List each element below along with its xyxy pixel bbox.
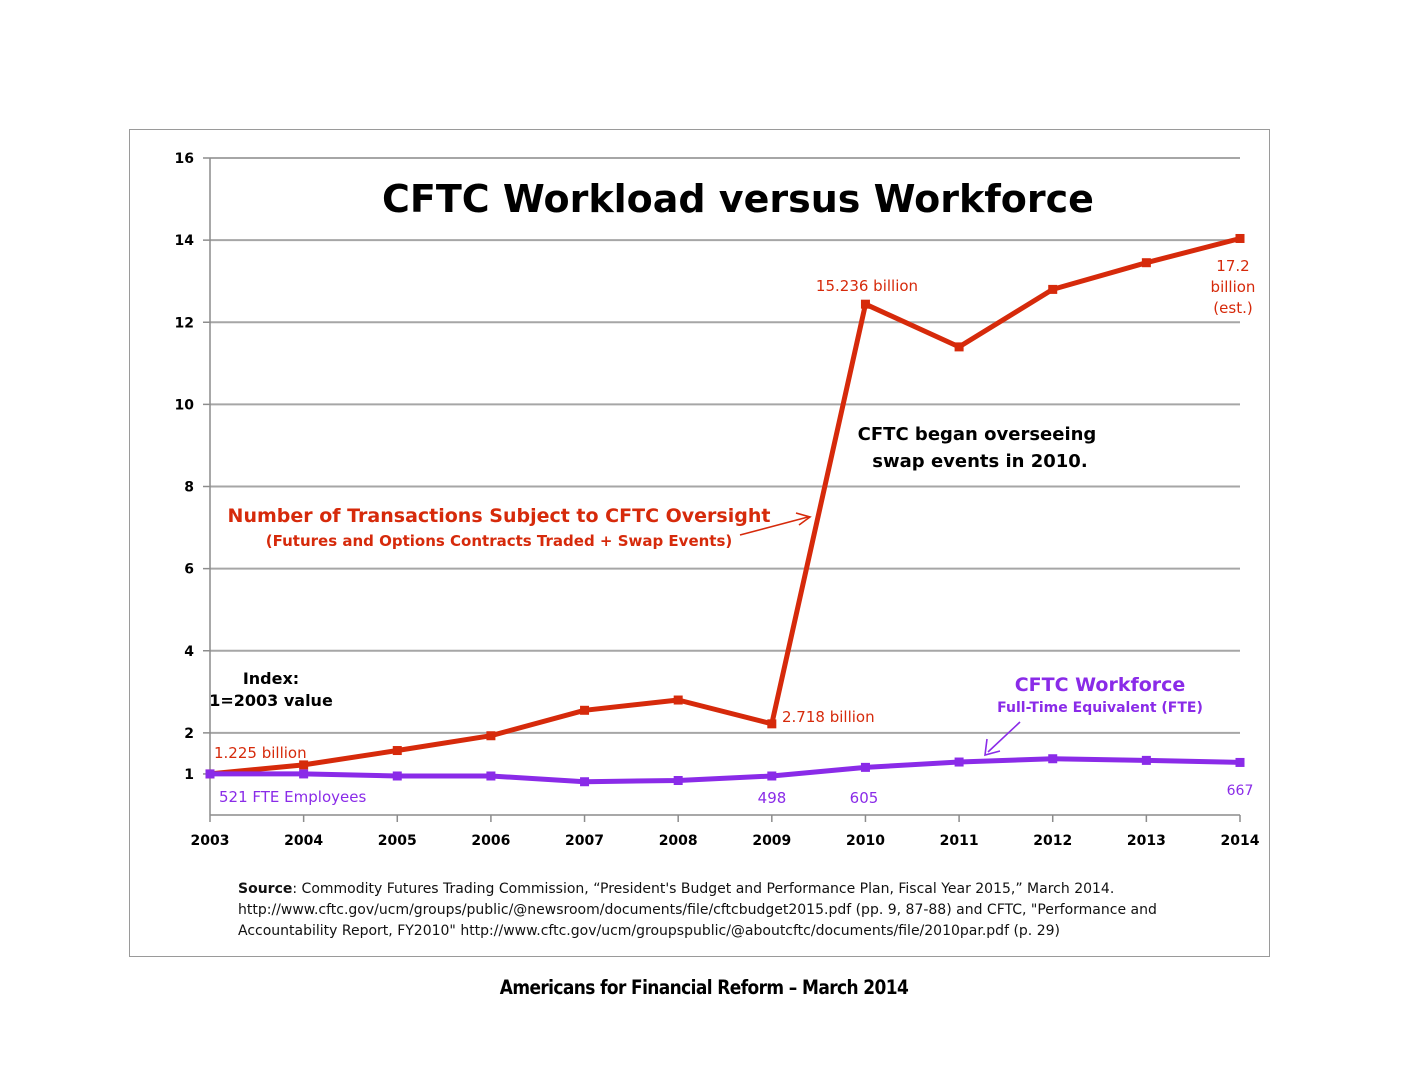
red-label-2014-line2: billion [1211,278,1256,296]
series-1-point-2004 [299,769,309,779]
series-1-point-2011 [954,757,964,767]
series-0-point-2007 [580,705,590,715]
x-tick-label-2009: 2009 [752,833,791,849]
chart-frame [129,129,1270,957]
series-1-point-2003 [205,769,215,779]
series-0-point-2014 [1235,233,1245,243]
y-tick-label-14: 14 [175,233,195,249]
y-tick-label-6: 6 [184,562,194,578]
red-series-name: Number of Transactions Subject to CFTC O… [228,505,771,527]
y-tick-label-1: 1 [184,767,194,783]
red-series-subtitle: (Futures and Options Contracts Traded + … [266,532,733,550]
source-note: Source: Commodity Futures Trading Commis… [238,879,1238,942]
swap-note-line2: swap events in 2010. [872,451,1087,472]
red-label-2010: 15.236 billion [816,277,918,295]
red-series-arrow [739,512,812,536]
source-line-2: http://www.cftc.gov/ucm/groups/public/@n… [238,902,1157,918]
y-tick-label-2: 2 [184,726,194,742]
source-line-3: Accountability Report, FY2010" http://ww… [238,923,1060,939]
red-label-2009: 2.718 billion [782,708,875,726]
purple-label-2010: 605 [850,789,879,807]
series-0-point-2005 [392,746,402,756]
series-1-point-2014 [1235,757,1245,767]
purple-series-arrow [984,721,1021,757]
source-line-1: : Commodity Futures Trading Commission, … [292,881,1115,897]
index-note-line2: 1=2003 value [209,691,333,710]
y-tick-label-10: 10 [175,397,195,413]
x-tick-label-2014: 2014 [1221,833,1260,849]
purple-label-2003: 521 FTE Employees [219,788,366,806]
x-tick-label-2006: 2006 [471,833,510,849]
series-line-1 [207,756,1243,785]
series-0-point-2008 [673,695,683,705]
series-0-point-2011 [954,342,964,352]
y-tick-label-4: 4 [184,644,194,660]
red-label-2014-line3: (est.) [1213,299,1252,317]
x-tick-label-2008: 2008 [659,833,698,849]
y-tick-label-16: 16 [175,151,194,167]
series-1-point-2005 [392,771,402,781]
series-1-point-2008 [673,776,683,786]
series-1-point-2009 [767,771,777,781]
purple-label-2009: 498 [758,789,787,807]
y-tick-label-8: 8 [184,480,194,496]
purple-series-name: CFTC Workforce [1015,674,1186,696]
grid-lines [210,157,1240,734]
series-0-point-2009 [767,719,777,729]
footer-credit: Americans for Financial Reform – March 2… [499,976,909,1000]
swap-note-line1: CFTC began overseeing [858,424,1097,445]
x-tick-label-2011: 2011 [940,833,979,849]
series-line-0 [207,236,1243,777]
source-label: Source [238,881,293,897]
red-label-2003: 1.225 billion [214,744,307,762]
purple-label-2014: 667 [1227,783,1254,799]
y-tick-label-12: 12 [175,315,194,331]
series-1-point-2006 [486,771,496,781]
series-1-point-2007 [580,777,590,787]
series-0-point-2012 [1048,284,1058,294]
x-tick-label-2013: 2013 [1127,833,1166,849]
red-label-2014-line1: 17.2 [1216,257,1249,275]
series-0-point-2004 [299,760,309,770]
series-1-point-2013 [1141,755,1151,765]
x-tick-label-2010: 2010 [846,833,885,849]
x-tick-label-2007: 2007 [565,833,604,849]
x-axis: 2003 2004 2005 2006 2007 2008 2009 2010 2011 2012… [191,814,1260,849]
series-1-point-2012 [1048,754,1058,764]
x-tick-label-2012: 2012 [1033,833,1072,849]
index-note-line1: Index: [243,669,299,688]
purple-series-subtitle: Full-Time Equivalent (FTE) [997,700,1203,716]
series-1-point-2010 [860,762,870,772]
x-tick-label-2003: 2003 [191,833,230,849]
series-0-point-2013 [1141,258,1151,268]
series-0-point-2006 [486,731,496,741]
series-0-point-2010 [860,299,870,309]
chart-title: CFTC Workload versus Workforce [382,177,1094,221]
series-lines [207,236,1243,785]
x-tick-label-2004: 2004 [284,833,323,849]
series-points [205,233,1245,787]
x-tick-label-2005: 2005 [378,833,417,849]
